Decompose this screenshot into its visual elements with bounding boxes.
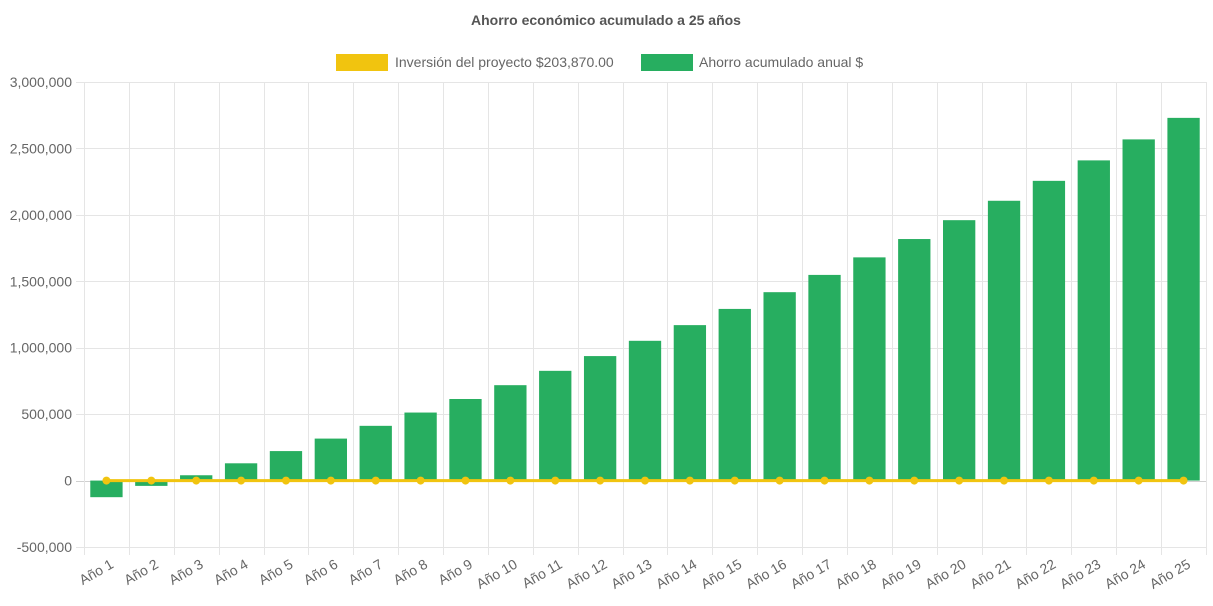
investment-point[interactable]: [461, 476, 470, 485]
x-tick-label: Año 15: [698, 556, 745, 592]
bar-savings[interactable]: [718, 308, 751, 481]
investment-point[interactable]: [955, 476, 964, 485]
x-tick-label: Año 9: [435, 556, 475, 588]
x-tick-label: Año 25: [1147, 556, 1194, 592]
bar-savings[interactable]: [539, 370, 572, 481]
x-tick-label: Año 3: [166, 556, 206, 588]
y-tick-label: 2,000,000: [10, 207, 72, 223]
y-tick-label: 0: [64, 473, 72, 489]
y-axis-ticks: 3,000,000 2,500,000 2,000,000 1,500,000 1,00…: [10, 74, 73, 555]
bar-savings[interactable]: [853, 257, 886, 481]
investment-point[interactable]: [1179, 476, 1188, 485]
investment-point[interactable]: [371, 476, 380, 485]
x-tick-label: Año 4: [211, 556, 251, 588]
x-tick-label: Año 8: [390, 556, 430, 588]
x-tick-label: Año 22: [1012, 556, 1059, 592]
x-tick-label: Año 1: [76, 556, 116, 588]
investment-point[interactable]: [1089, 476, 1098, 485]
investment-point[interactable]: [192, 476, 201, 485]
x-axis-ticks: Año 1 Año 2 Año 3 Año 4 Año 5 Año 6 Año 7 Año 8…: [76, 556, 1193, 592]
bar-savings[interactable]: [898, 239, 931, 481]
bar-savings[interactable]: [763, 292, 796, 481]
x-tick-label: Año 23: [1057, 556, 1104, 592]
investment-point[interactable]: [281, 476, 290, 485]
investment-point[interactable]: [1000, 476, 1009, 485]
investment-point[interactable]: [506, 476, 515, 485]
y-tick-label: 2,500,000: [10, 140, 72, 156]
bar-savings[interactable]: [808, 274, 841, 481]
x-tick-label: Año 6: [301, 556, 341, 588]
legend-swatch-savings: [641, 54, 693, 71]
x-tick-label: Año 13: [608, 556, 655, 592]
legend[interactable]: Inversión del proyecto $203,870.00 Ahorr…: [336, 54, 863, 71]
bar-savings[interactable]: [359, 425, 392, 481]
bar-savings[interactable]: [224, 463, 258, 481]
investment-point[interactable]: [147, 476, 156, 485]
legend-item-investment[interactable]: Inversión del proyecto $203,870.00: [336, 54, 614, 71]
bar-savings[interactable]: [1032, 180, 1066, 481]
x-tick-label: Año 7: [346, 556, 386, 588]
x-tick-label: Año 24: [1102, 556, 1149, 592]
investment-point[interactable]: [910, 476, 919, 485]
investment-point[interactable]: [596, 476, 605, 485]
legend-label-savings: Ahorro acumulado anual $: [699, 54, 863, 70]
y-tick-label: 3,000,000: [10, 74, 72, 90]
x-tick-label: Año 11: [519, 556, 565, 592]
bar-savings[interactable]: [449, 398, 482, 481]
investment-point[interactable]: [865, 476, 874, 485]
investment-point[interactable]: [102, 476, 111, 485]
investment-point[interactable]: [237, 476, 246, 485]
bar-savings[interactable]: [314, 438, 347, 481]
x-tick-label: Año 17: [788, 556, 835, 592]
bar-savings[interactable]: [404, 412, 437, 481]
investment-point[interactable]: [1134, 476, 1143, 485]
y-tick-label: -500,000: [17, 539, 72, 555]
x-tick-label: Año 2: [121, 556, 161, 588]
bar-savings[interactable]: [673, 325, 707, 481]
investment-point[interactable]: [730, 476, 739, 485]
x-tick-label: Año 20: [922, 556, 969, 592]
investment-line: [102, 476, 1188, 485]
x-tick-label: Año 19: [877, 556, 924, 592]
x-tick-label: Año 10: [473, 556, 520, 592]
investment-point[interactable]: [641, 476, 649, 485]
bar-savings[interactable]: [269, 451, 303, 481]
bar-savings[interactable]: [987, 200, 1021, 481]
investment-point[interactable]: [551, 476, 560, 485]
x-tick-label: Año 18: [832, 556, 879, 592]
y-tick-label: 500,000: [21, 406, 72, 422]
y-tick-label: 1,500,000: [10, 273, 72, 289]
x-tick-label: Año 5: [256, 556, 296, 588]
grid: [76, 82, 1207, 555]
investment-point[interactable]: [775, 476, 784, 485]
x-tick-label: Año 16: [743, 556, 790, 592]
x-tick-label: Año 21: [967, 556, 1014, 592]
bar-savings[interactable]: [1122, 139, 1155, 481]
legend-item-savings[interactable]: Ahorro acumulado anual $: [641, 54, 863, 71]
bar-savings[interactable]: [1167, 117, 1200, 481]
bar-savings[interactable]: [943, 220, 976, 481]
bars: [90, 117, 1200, 498]
investment-point[interactable]: [326, 476, 335, 485]
investment-point[interactable]: [820, 476, 829, 485]
legend-label-investment: Inversión del proyecto $203,870.00: [395, 54, 614, 70]
investment-point[interactable]: [416, 476, 425, 485]
chart-title: Ahorro económico acumulado a 25 años: [471, 12, 741, 28]
investment-point[interactable]: [1044, 476, 1053, 485]
y-tick-label: 1,000,000: [10, 340, 72, 356]
investment-point[interactable]: [685, 476, 694, 485]
bar-savings[interactable]: [628, 340, 662, 481]
x-tick-label: Año 12: [563, 556, 610, 592]
bar-savings[interactable]: [494, 385, 527, 481]
x-tick-label: Año 14: [653, 556, 700, 592]
legend-swatch-investment: [336, 54, 388, 71]
bar-savings[interactable]: [1077, 160, 1110, 481]
bar-savings[interactable]: [583, 356, 617, 481]
bar-savings[interactable]: [90, 480, 123, 498]
